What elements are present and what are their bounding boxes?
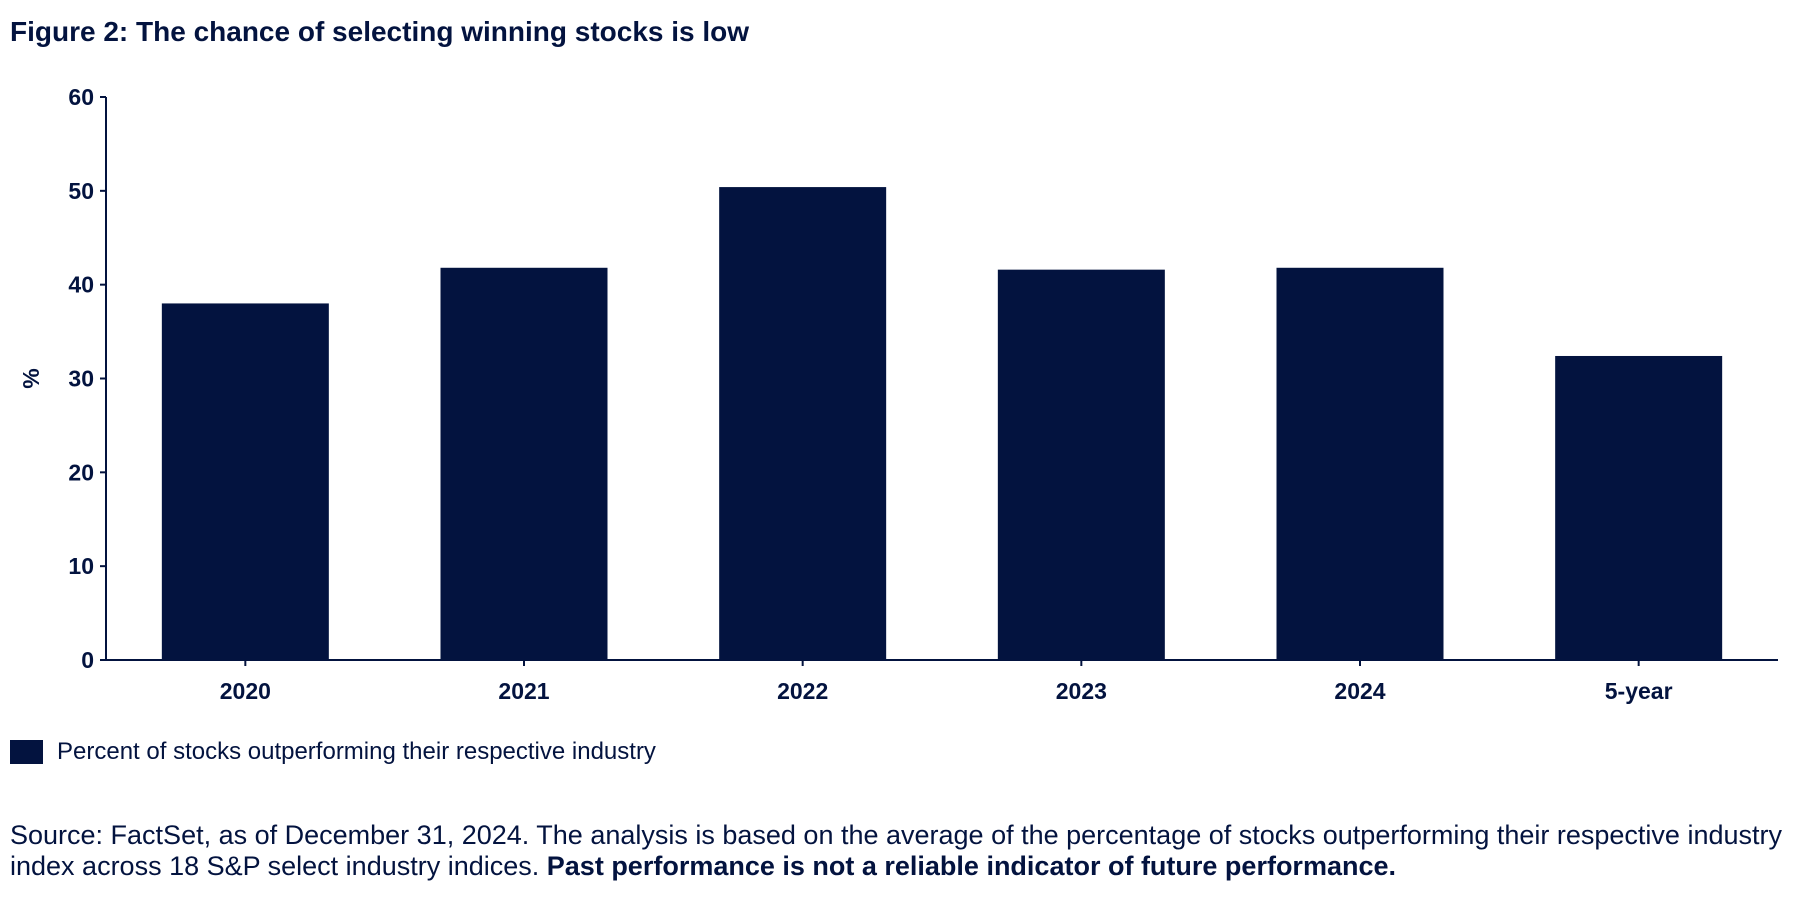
- y-tick-label: 0: [81, 647, 94, 673]
- x-tick-label: 2020: [220, 678, 271, 704]
- x-axis-ticks: 2020 2021 2022 2023 2024 5-year: [220, 660, 1673, 704]
- legend-swatch: [10, 740, 43, 764]
- bar-chart: 0 10 20 30 40 50 60 2020 2021 2022 2023 2024 5-year…: [18, 84, 1778, 704]
- x-tick-label: 5-year: [1605, 678, 1673, 704]
- bar-2022: [719, 187, 887, 660]
- bar-2024: [1276, 267, 1444, 660]
- legend-label: Percent of stocks outperforming their re…: [57, 738, 656, 765]
- source-note: Source: FactSet, as of December 31, 2024…: [10, 820, 1790, 882]
- bars-group: [161, 187, 1723, 660]
- y-axis-ticks: 0 10 20 30 40 50 60: [68, 84, 106, 673]
- x-tick-label: 2021: [498, 678, 549, 704]
- y-tick-label: 50: [68, 178, 94, 204]
- x-tick-label: 2022: [777, 678, 828, 704]
- bar-5-year: [1555, 355, 1723, 660]
- chart-title: Figure 2: The chance of selecting winnin…: [10, 16, 750, 47]
- x-tick-label: 2023: [1056, 678, 1107, 704]
- bar-2020: [161, 303, 329, 660]
- legend: Percent of stocks outperforming their re…: [10, 738, 656, 766]
- x-tick-label: 2024: [1334, 678, 1385, 704]
- y-tick-label: 20: [68, 459, 94, 485]
- bar-2023: [997, 269, 1165, 660]
- y-axis-label: %: [18, 368, 44, 388]
- bar-2021: [440, 267, 608, 660]
- y-tick-label: 60: [68, 84, 94, 110]
- source-text: Source: FactSet, as of December 31, 2024…: [10, 820, 1782, 881]
- y-tick-label: 40: [68, 272, 94, 298]
- y-tick-label: 10: [68, 553, 94, 579]
- y-tick-label: 30: [68, 366, 94, 392]
- disclaimer-text: Past performance is not a reliable indic…: [546, 851, 1396, 881]
